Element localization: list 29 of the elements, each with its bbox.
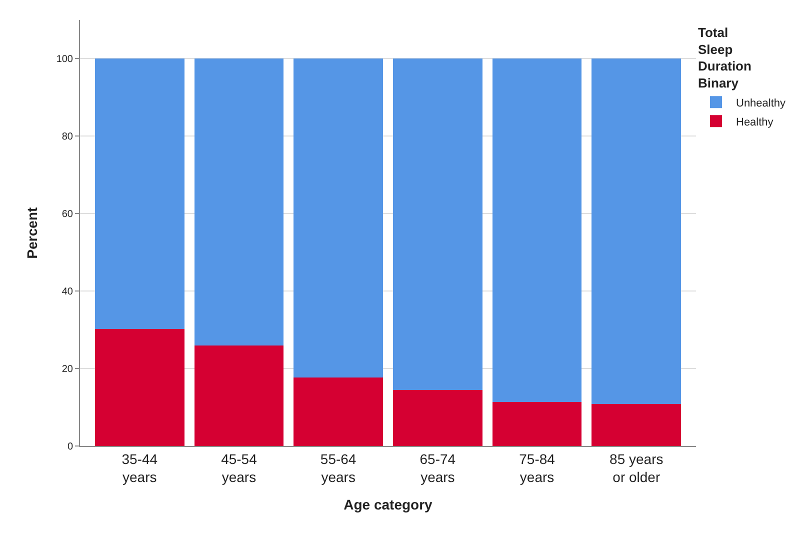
y-tick-label: 60: [62, 209, 74, 220]
bar: [392, 58, 482, 390]
x-tick-label: 75-84 years: [519, 450, 556, 485]
y-tick-label: 80: [62, 132, 74, 143]
legend-title: Total Sleep Duration Binary: [698, 24, 752, 91]
bar: [492, 402, 582, 446]
bar: [94, 58, 184, 330]
legend-label: Healthy: [736, 116, 774, 128]
bar: [492, 58, 582, 402]
bar: [194, 58, 284, 346]
x-axis-title: Age category: [344, 496, 433, 512]
bar: [592, 58, 682, 404]
bar: [392, 390, 482, 446]
y-tick-label: 100: [56, 54, 74, 66]
x-tick-label: 55-64 years: [320, 450, 356, 485]
bar: [592, 404, 682, 446]
y-axis-title: Percent: [24, 206, 40, 259]
bar: [294, 377, 384, 446]
legend-label: Unhealthy: [736, 97, 786, 110]
y-tick-label: 20: [62, 364, 74, 376]
y-tick-label: 0: [67, 442, 74, 452]
y-tick-label: 40: [62, 286, 74, 298]
bar: [194, 345, 284, 446]
x-tick-label: 65-74 years: [420, 450, 456, 485]
x-tick-label: 85 years or older: [610, 450, 664, 485]
bar: [294, 58, 384, 378]
bar: [94, 329, 184, 446]
x-tick-label: 35-44 years: [122, 450, 158, 485]
x-tick-label: 45-54 years: [221, 450, 258, 485]
